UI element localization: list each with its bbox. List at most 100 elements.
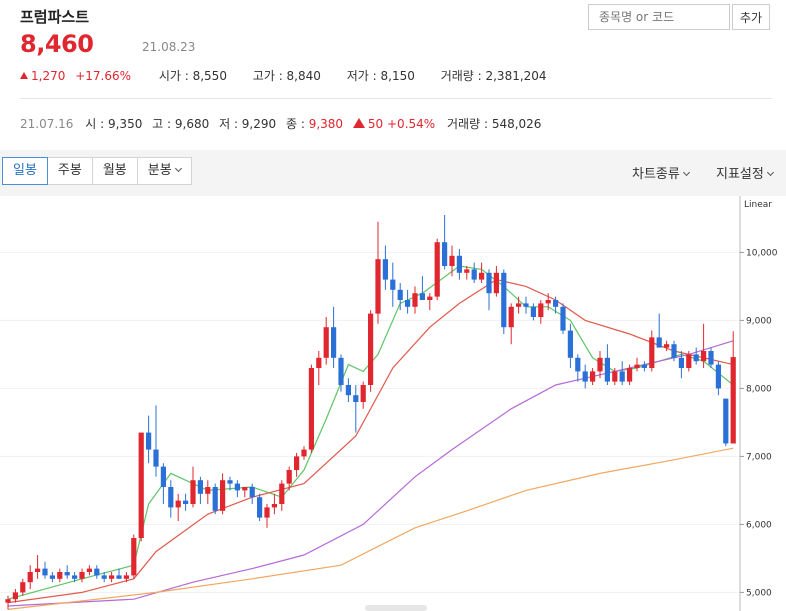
- candle-body: [397, 289, 403, 300]
- candle-body: [723, 398, 729, 444]
- candle-body: [664, 344, 670, 348]
- candle: [715, 361, 721, 396]
- candle-body: [116, 575, 122, 579]
- candle: [35, 555, 41, 579]
- candle: [338, 354, 344, 392]
- history-change: 50 +0.54%: [352, 117, 435, 131]
- moving-averages: [7, 265, 734, 610]
- candle: [412, 286, 418, 314]
- candle-body: [323, 327, 329, 358]
- candle-body: [708, 351, 714, 365]
- candle: [331, 306, 337, 368]
- ma5-line: [7, 265, 734, 600]
- history-row: 21.07.16 시 : 9,350 고 : 9,680 저 : 9,290 종…: [20, 115, 541, 132]
- candle: [619, 361, 625, 385]
- candle: [597, 351, 603, 379]
- candle-body: [715, 364, 721, 389]
- candle: [205, 480, 211, 504]
- candle-body: [220, 480, 226, 511]
- candle: [671, 340, 677, 362]
- candle-body: [86, 568, 92, 572]
- tab-daily[interactable]: 일봉: [2, 157, 48, 185]
- history-volume: 거래량 : 548,026: [447, 117, 542, 131]
- candle-body: [79, 572, 85, 579]
- candle-body: [101, 575, 107, 579]
- candle: [301, 446, 307, 460]
- history-high: 고 : 9,680: [152, 117, 210, 131]
- candle-body: [175, 500, 181, 508]
- candlestick-chart[interactable]: Linear 5,000 6,000 7,000 8,000 9,000 10,000: [0, 196, 786, 611]
- chevron-down-icon: [174, 164, 182, 173]
- candle: [79, 568, 85, 583]
- candle-body: [375, 259, 381, 314]
- candle-body: [619, 371, 625, 382]
- candle-body: [183, 500, 189, 504]
- candle: [375, 221, 381, 324]
- candle-body: [464, 269, 470, 273]
- candle-body: [597, 357, 603, 372]
- tab-minute[interactable]: 분봉: [137, 157, 192, 185]
- candle: [197, 476, 203, 504]
- candle: [538, 300, 544, 324]
- candle-body: [479, 272, 485, 280]
- candle-body: [94, 568, 100, 576]
- candle: [242, 487, 248, 498]
- y-tick-label: 5,000: [746, 588, 772, 598]
- candle: [279, 480, 285, 511]
- candle-body: [190, 480, 196, 504]
- candle: [27, 565, 33, 589]
- candle-body: [20, 582, 26, 593]
- candle-body: [49, 575, 55, 579]
- candle: [723, 398, 729, 447]
- candle-body: [353, 395, 359, 402]
- candle: [708, 347, 714, 368]
- candle-body: [301, 449, 307, 457]
- candle: [693, 347, 699, 365]
- chart-scrollbar[interactable]: [365, 605, 427, 611]
- candle: [286, 466, 292, 491]
- y-tick-label: 7,000: [746, 452, 772, 462]
- stock-name: 프럼파스트: [20, 8, 90, 26]
- history-open: 시 : 9,350: [85, 117, 143, 131]
- candle-body: [449, 255, 455, 266]
- candle-body: [634, 364, 640, 368]
- candle: [575, 354, 581, 382]
- period-tabs: 일봉 주봉 월봉 분봉: [2, 157, 192, 185]
- open-price: 시가 : 8,550: [158, 69, 227, 83]
- candle-body: [486, 272, 492, 294]
- candle-body: [308, 368, 314, 450]
- tab-monthly[interactable]: 월봉: [92, 157, 138, 185]
- candle: [175, 493, 181, 521]
- tab-weekly[interactable]: 주봉: [47, 157, 93, 185]
- candle-body: [442, 242, 448, 266]
- candle-body: [64, 572, 70, 576]
- candle-body: [286, 470, 292, 484]
- candle: [493, 266, 499, 297]
- candle: [368, 310, 374, 392]
- candle: [456, 249, 462, 280]
- chart-type-menu[interactable]: 차트종류: [632, 163, 690, 182]
- ma120-line: [7, 447, 734, 610]
- header-divider: [20, 98, 772, 99]
- candle-body: [701, 351, 707, 362]
- candle: [382, 245, 388, 290]
- chevron-down-icon: [682, 168, 690, 177]
- add-button[interactable]: 추가: [732, 4, 770, 30]
- quote-header: 프럼파스트 8,460 21.08.23 1,270 +17.66% 시가 : …: [0, 0, 786, 150]
- search-input[interactable]: [588, 4, 730, 30]
- grid-lines: [0, 251, 740, 593]
- candle-body: [131, 538, 137, 576]
- candle: [641, 361, 647, 372]
- indicator-menu[interactable]: 지표설정: [716, 163, 774, 182]
- candle-body: [368, 313, 374, 385]
- candle: [101, 572, 107, 583]
- candle-body: [604, 357, 610, 382]
- candle: [308, 364, 314, 453]
- candle: [212, 483, 218, 515]
- candle: [427, 293, 433, 311]
- candle: [523, 296, 529, 314]
- candle: [634, 357, 640, 372]
- candle: [405, 289, 411, 314]
- candle: [560, 303, 566, 334]
- candle: [249, 483, 255, 504]
